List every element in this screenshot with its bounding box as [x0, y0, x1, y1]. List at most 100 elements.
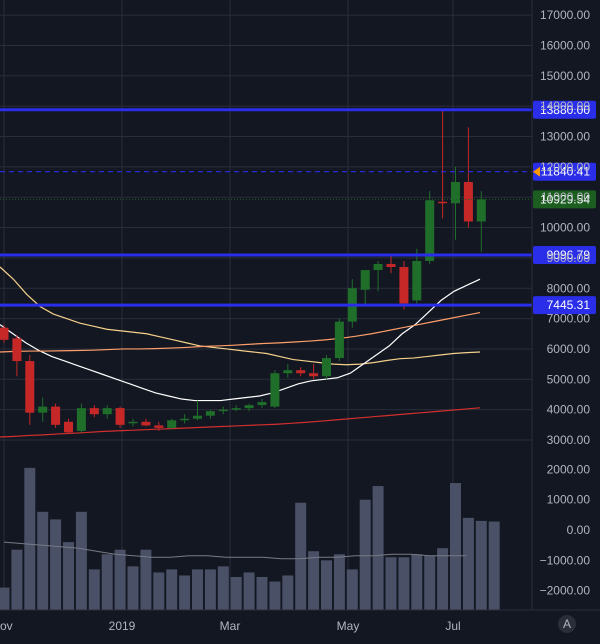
volume-bar [101, 554, 113, 610]
volume-bar [385, 557, 397, 610]
candle-body [334, 321, 344, 359]
candle-body [244, 405, 254, 409]
volume-bar [372, 486, 384, 610]
volume-tick-label: 0.00 [567, 523, 591, 537]
volume-bar [75, 511, 87, 610]
volume-bar [127, 566, 139, 610]
time-tick-label: Jul [445, 619, 460, 633]
price-tick-label: 6000.00 [547, 342, 591, 356]
price-tick-label: 16000.00 [540, 38, 590, 52]
volume-bar [166, 569, 178, 610]
candle-body [193, 415, 202, 419]
volume-bar [11, 549, 23, 610]
candle-body [89, 408, 99, 415]
volume-bar [63, 542, 74, 610]
price-tick-label: 17000.00 [540, 8, 590, 22]
volume-bar [37, 511, 49, 610]
ma-line-fast-ma [0, 278, 481, 402]
volume-ma-line [3, 541, 467, 560]
grid-layer [0, 0, 532, 610]
volume-bar [24, 467, 36, 610]
candle-body [463, 182, 473, 222]
volume-tick-label: 1000.00 [547, 493, 591, 507]
volume-bar [346, 569, 358, 610]
candle-body [322, 358, 331, 377]
candle-body [180, 418, 190, 421]
last-price-tag [533, 190, 596, 209]
level-price-label: 7445.31 [547, 298, 591, 312]
candle-body [128, 421, 138, 424]
volume-bar [437, 548, 449, 610]
auto-scale-button[interactable]: A [558, 615, 576, 633]
volume-bar [217, 566, 229, 610]
price-tick-label: 12000.00 [540, 160, 590, 174]
volume-layer [0, 467, 500, 610]
candle-body [283, 370, 293, 374]
volume-bar [243, 572, 255, 610]
volume-tick-label: −2000.00 [540, 584, 591, 598]
level-price-tag [533, 162, 596, 181]
candle-layer [0, 109, 486, 434]
candle-body [141, 421, 151, 426]
volume-bar [140, 549, 152, 610]
candle-body [412, 260, 422, 301]
price-tick-label: 5000.00 [547, 372, 591, 386]
price-tick-label: 14000.00 [540, 99, 590, 113]
candle-body [64, 421, 73, 433]
volume-tick-label: −1000.00 [540, 553, 591, 567]
volume-bar [488, 521, 500, 610]
price-tick-label: 15000.00 [540, 69, 590, 83]
candle-body [102, 408, 112, 415]
volume-bar [308, 551, 320, 610]
candle-body [25, 361, 35, 413]
time-tick-label: Mar [220, 619, 241, 633]
candle-body [0, 327, 9, 340]
volume-bar [424, 555, 436, 610]
volume-bar [475, 520, 487, 610]
candle-body [257, 402, 267, 406]
auto-scale-label: A [563, 617, 571, 631]
volume-bar [114, 549, 126, 610]
candle-body [270, 373, 280, 407]
volume-bar [282, 575, 294, 610]
candle-body [76, 408, 86, 431]
ma-line-slow-ma [0, 311, 481, 353]
volume-bar [462, 517, 474, 610]
ma-line-long-ma [0, 407, 481, 438]
volume-bar [295, 502, 307, 610]
candle-body [309, 373, 319, 377]
alert-marker-icon [533, 166, 540, 177]
volume-bar [192, 569, 203, 610]
volume-bar [450, 483, 461, 610]
volume-bar [230, 576, 242, 610]
volume-bar [333, 554, 345, 610]
candle-body [154, 425, 164, 428]
time-tick-label: May [337, 619, 360, 633]
level-price-tag [533, 100, 596, 119]
candle-body [399, 267, 409, 304]
ma-layer [0, 266, 481, 438]
price-tick-label: 3000.00 [547, 433, 591, 447]
price-tick-label: 9000.00 [547, 251, 591, 265]
candle-body [360, 270, 370, 290]
candle-body [296, 370, 306, 374]
price-tick-label: 13000.00 [540, 130, 590, 144]
candle-body [425, 200, 435, 261]
candle-body [438, 201, 448, 204]
level-price-label: 11840.41 [541, 165, 590, 179]
volume-bar [256, 576, 268, 610]
price-tick-label: 10000.00 [540, 221, 590, 235]
candle-body [451, 182, 460, 204]
candle-body [386, 263, 396, 268]
ma-line-upper-ma [0, 266, 481, 366]
volume-bar [411, 554, 423, 610]
volume-bar [50, 519, 62, 610]
candle-body [115, 408, 125, 425]
candle-body [476, 199, 486, 222]
candle-body [51, 406, 61, 425]
level-price-label: 9096.79 [547, 248, 591, 262]
level-price-tag [533, 245, 596, 264]
